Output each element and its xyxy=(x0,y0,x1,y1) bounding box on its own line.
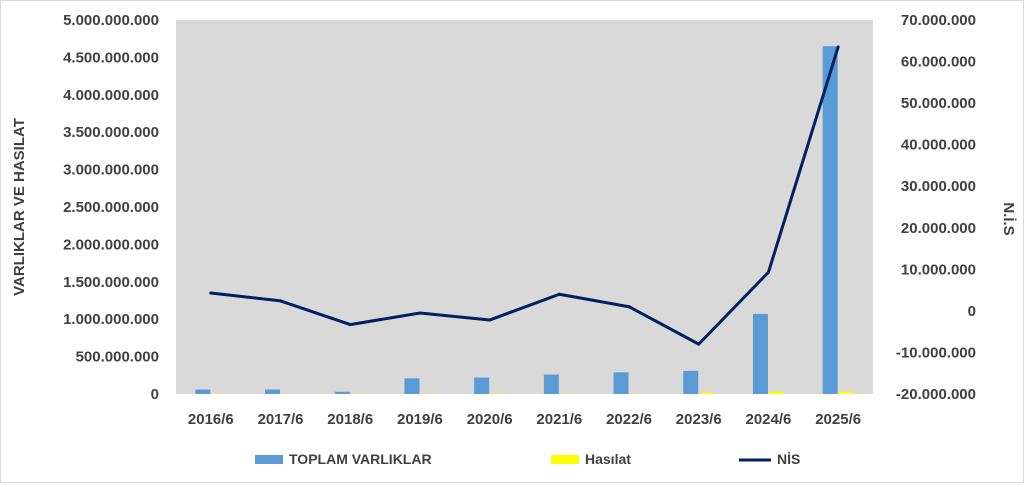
bar-bar0-2021-6 xyxy=(544,375,559,394)
bar-bar1-2023-6 xyxy=(699,393,714,394)
y-tick-label: 3.500.000.000 xyxy=(63,124,159,141)
y2-axis-ticks: 70.000.000 60.000.000 50.000.000 40.000.000… xyxy=(896,12,976,403)
y-tick-label: 4.500.000.000 xyxy=(63,49,159,66)
legend-label-toplam-varliklar: TOPLAM VARLIKLAR xyxy=(289,451,432,467)
y-tick-label: 3.000.000.000 xyxy=(63,162,159,179)
x-tick-label: 2023/6 xyxy=(676,411,722,428)
plot-area xyxy=(176,20,873,394)
x-axis-ticks: 2016/6 2017/6 2018/6 2019/6 2020/6 2021/6 2022… xyxy=(188,411,861,428)
y-tick-label: 500.000.000 xyxy=(76,349,159,366)
nis-point-2020-6 xyxy=(488,319,491,322)
y2-tick-label: 30.000.000 xyxy=(901,178,976,195)
x-tick-label: 2021/6 xyxy=(536,411,582,428)
x-tick-label: 2022/6 xyxy=(606,411,652,428)
bar-bar1-2025-6 xyxy=(839,392,854,394)
bar-bar0-2019-6 xyxy=(404,378,419,394)
x-tick-label: 2019/6 xyxy=(397,411,443,428)
nis-point-2021-6 xyxy=(558,293,561,296)
y-tick-label: 2.000.000.000 xyxy=(63,236,159,253)
y-tick-label: 1.000.000.000 xyxy=(63,311,159,328)
nis-point-2016-6 xyxy=(209,292,212,295)
legend: TOPLAM VARLIKLAR Hasılat NİS xyxy=(255,451,800,467)
y-tick-label: 1.500.000.000 xyxy=(63,274,159,291)
bar-bar0-2016-6 xyxy=(195,390,210,394)
x-tick-label: 2017/6 xyxy=(258,411,304,428)
y-axis-title: VARLIKLAR VE HASILAT xyxy=(11,118,28,296)
y2-tick-label: 50.000.000 xyxy=(901,95,976,112)
bar-bar1-2024-6 xyxy=(769,392,784,394)
nis-point-2025-6 xyxy=(837,46,840,49)
y2-tick-label: 10.000.000 xyxy=(901,261,976,278)
y-tick-label: 2.500.000.000 xyxy=(63,199,159,216)
y2-tick-label: 20.000.000 xyxy=(901,220,976,237)
x-tick-label: 2020/6 xyxy=(467,411,513,428)
nis-point-2024-6 xyxy=(767,271,770,274)
y-axis-ticks: 5.000.000.000 4.500.000.000 4.000.000.000 3… xyxy=(63,12,159,403)
legend-swatch-hasilat xyxy=(551,455,579,464)
x-tick-label: 2025/6 xyxy=(815,411,861,428)
nis-point-2018-6 xyxy=(349,323,352,326)
y-tick-label: 0 xyxy=(151,386,159,403)
nis-point-2017-6 xyxy=(279,299,282,302)
y2-tick-label: 0 xyxy=(968,303,976,320)
nis-point-2023-6 xyxy=(697,343,700,346)
bar-bar0-2024-6 xyxy=(753,314,768,394)
y2-tick-label: -10.000.000 xyxy=(896,344,976,361)
bar-bar0-2018-6 xyxy=(335,392,350,394)
bar-bar1-2022-6 xyxy=(630,393,645,394)
bar-bar0-2023-6 xyxy=(683,371,698,394)
y-tick-label: 4.000.000.000 xyxy=(63,87,159,104)
bar-bar0-2025-6 xyxy=(823,46,838,394)
y2-tick-label: 70.000.000 xyxy=(901,12,976,29)
bar-bar0-2022-6 xyxy=(614,372,629,394)
y2-tick-label: 60.000.000 xyxy=(901,54,976,71)
y2-tick-label: -20.000.000 xyxy=(896,386,976,403)
bar-bar0-2017-6 xyxy=(265,390,280,394)
legend-label-nis: NİS xyxy=(777,451,800,467)
nis-point-2022-6 xyxy=(628,305,631,308)
y-tick-label: 5.000.000.000 xyxy=(63,12,159,29)
legend-label-hasilat: Hasılat xyxy=(585,451,631,467)
nis-point-2019-6 xyxy=(418,311,421,314)
legend-swatch-toplam-varliklar xyxy=(255,455,283,464)
x-tick-label: 2018/6 xyxy=(327,411,373,428)
bar-bar0-2020-6 xyxy=(474,378,489,394)
x-tick-label: 2024/6 xyxy=(746,411,792,428)
x-tick-label: 2016/6 xyxy=(188,411,234,428)
y2-tick-label: 40.000.000 xyxy=(901,137,976,154)
y2-axis-title: N.İ.S xyxy=(1000,202,1017,235)
